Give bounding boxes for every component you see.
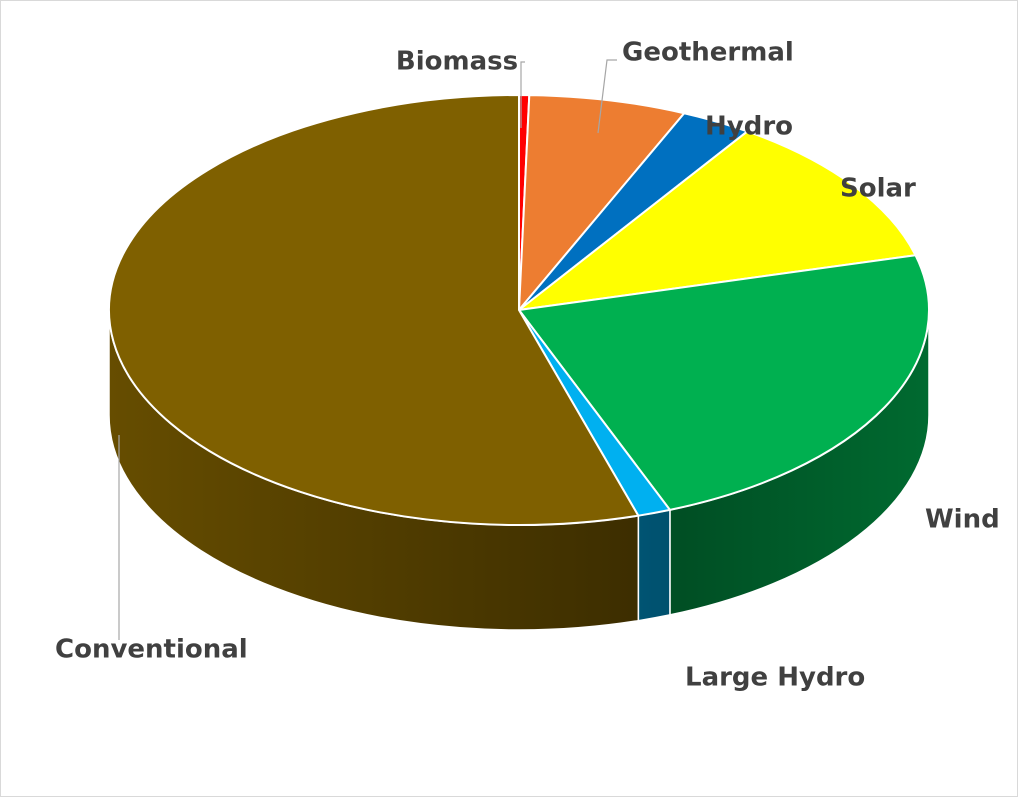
- slice: [517, 94, 687, 313]
- slice: [108, 93, 640, 526]
- leader-line: [520, 61, 525, 128]
- slice-side: [637, 508, 671, 622]
- data-label: Biomass: [396, 47, 518, 77]
- leader-line: [597, 59, 617, 134]
- data-label: Conventional: [55, 635, 248, 665]
- data-label: Large Hydro: [685, 663, 865, 693]
- data-label: Wind: [925, 505, 1000, 535]
- data-label: Hydro: [705, 112, 793, 142]
- data-label: Geothermal: [622, 38, 794, 68]
- slice: [515, 130, 917, 312]
- slice: [517, 254, 930, 512]
- data-label: Solar: [840, 174, 916, 204]
